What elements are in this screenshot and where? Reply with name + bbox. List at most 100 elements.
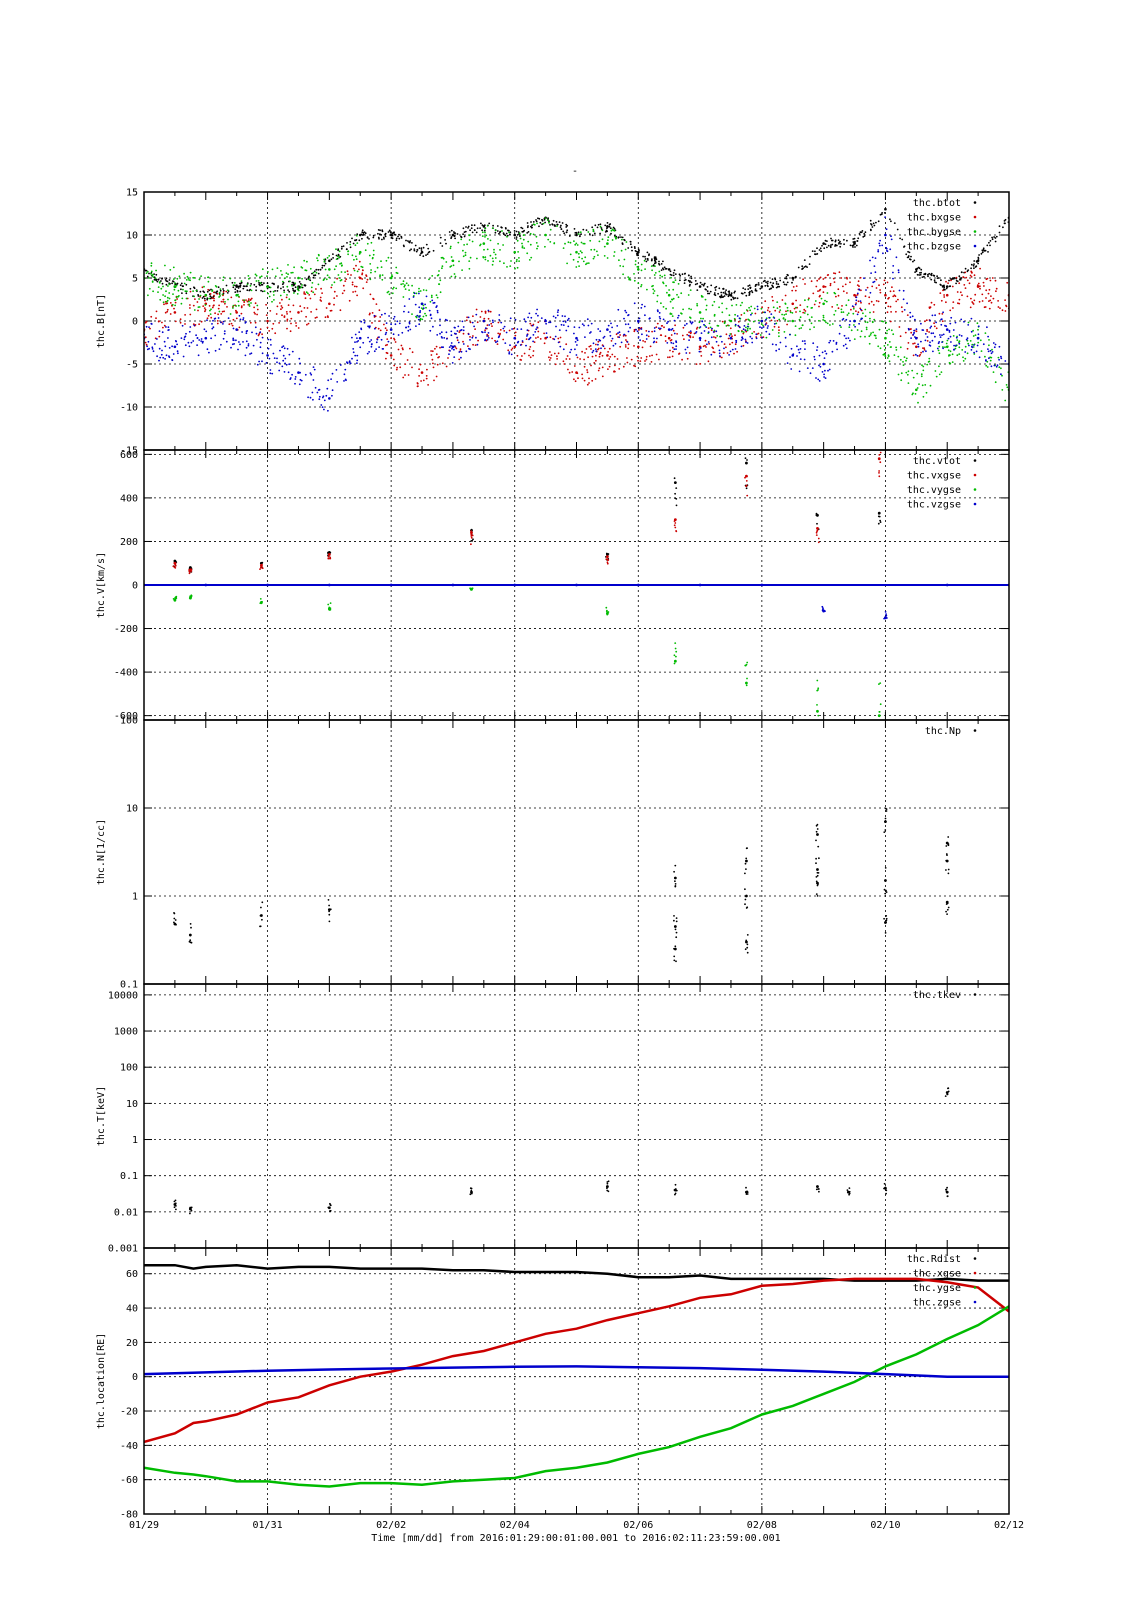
- data-point-fill: [809, 255, 811, 258]
- data-point-fill: [760, 323, 763, 325]
- data-point-fill: [255, 280, 258, 282]
- data-point-fill: [345, 248, 348, 251]
- data-point-fill: [751, 312, 753, 315]
- data-point-fill: [883, 617, 885, 620]
- data-point-fill: [323, 258, 325, 261]
- data-point-fill: [173, 921, 175, 924]
- data-point-fill: [186, 275, 189, 278]
- data-point-fill: [606, 227, 608, 230]
- data-point-fill: [603, 245, 606, 248]
- x-tick-label: 02/04: [500, 1520, 530, 1531]
- data-point-fill: [232, 339, 235, 341]
- data-point-fill: [854, 240, 856, 243]
- data-point: [816, 709, 819, 713]
- data-point-fill: [799, 358, 802, 360]
- data-point-fill: [484, 331, 486, 333]
- data-point: [297, 276, 300, 280]
- data-point-fill: [213, 297, 215, 300]
- data-point-fill: [896, 228, 899, 231]
- data-point-fill: [885, 889, 887, 892]
- data-point-fill: [895, 256, 898, 259]
- data-point-fill: [701, 320, 704, 323]
- data-point-fill: [980, 252, 983, 255]
- data-point-fill: [547, 238, 550, 241]
- data-point-fill: [397, 334, 400, 336]
- data-point-fill: [145, 269, 148, 272]
- data-point-fill: [560, 323, 563, 326]
- data-point-fill: [585, 348, 588, 350]
- data-point-fill: [484, 256, 487, 258]
- data-point-fill: [815, 880, 818, 883]
- data-point-fill: [782, 281, 785, 284]
- data-point-fill: [744, 898, 747, 901]
- legend-marker: [973, 729, 977, 732]
- data-point: [822, 285, 825, 288]
- data-point-fill: [806, 313, 809, 316]
- data-point-fill: [548, 356, 550, 359]
- data-point: [470, 531, 473, 535]
- data-point-fill: [588, 345, 591, 348]
- data-point-fill: [218, 293, 221, 295]
- data-point-fill: [607, 351, 609, 353]
- data-point-fill: [370, 241, 373, 244]
- data-point-fill: [222, 337, 225, 340]
- data-point-fill: [453, 231, 455, 233]
- data-point-fill: [947, 282, 949, 284]
- data-point-fill: [764, 285, 767, 287]
- y-tick-label: 1000: [114, 1027, 138, 1038]
- data-point-fill: [237, 285, 240, 288]
- data-point-fill: [671, 315, 674, 317]
- data-point-fill: [676, 333, 678, 335]
- data-point-fill: [499, 249, 501, 251]
- data-point-fill: [725, 333, 728, 336]
- data-point-fill: [654, 261, 657, 264]
- data-point-fill: [484, 231, 486, 234]
- data-point-fill: [539, 221, 542, 224]
- data-point-fill: [946, 339, 949, 342]
- data-point-fill: [981, 251, 984, 254]
- data-point-fill: [907, 382, 910, 384]
- data-point-fill: [475, 336, 477, 339]
- data-point-fill: [947, 836, 950, 838]
- data-point-fill: [356, 294, 358, 297]
- data-point-fill: [776, 301, 779, 303]
- data-point-fill: [945, 910, 947, 913]
- data-point-fill: [583, 324, 585, 327]
- data-point-fill: [857, 311, 860, 314]
- data-point-fill: [785, 283, 788, 286]
- data-point-fill: [714, 289, 717, 291]
- data-point-fill: [179, 284, 182, 287]
- x-tick-label: 02/02: [376, 1520, 406, 1531]
- data-point-fill: [331, 284, 333, 286]
- data-point-fill: [242, 285, 245, 287]
- data-point-fill: [351, 237, 353, 240]
- data-point-fill: [283, 289, 285, 292]
- data-point-fill: [416, 249, 419, 251]
- data-point-fill: [492, 260, 495, 263]
- data-point-fill: [958, 282, 961, 285]
- data-point-fill: [777, 285, 779, 288]
- legend-label: thc.vygse: [907, 485, 961, 496]
- data-point-fill: [689, 330, 692, 332]
- data-point-fill: [502, 338, 505, 341]
- data-point-fill: [904, 331, 907, 334]
- data-point-fill: [495, 341, 497, 344]
- data-point-fill: [959, 291, 962, 294]
- data-point-fill: [908, 328, 910, 331]
- data-point-fill: [627, 276, 630, 278]
- data-point-fill: [250, 302, 252, 304]
- data-point-fill: [636, 355, 639, 358]
- data-point-fill: [411, 351, 414, 354]
- data-point-fill: [313, 270, 316, 273]
- data-point-fill: [672, 342, 675, 345]
- data-point-fill: [745, 907, 748, 909]
- data-point-fill: [261, 283, 264, 286]
- data-point-fill: [222, 298, 225, 301]
- data-point-fill: [329, 608, 332, 611]
- data-point: [822, 242, 825, 245]
- data-point-fill: [507, 349, 510, 352]
- data-point-fill: [573, 332, 575, 335]
- data-point-fill: [516, 239, 519, 242]
- data-point-fill: [498, 232, 500, 235]
- data-point-fill: [997, 356, 1000, 359]
